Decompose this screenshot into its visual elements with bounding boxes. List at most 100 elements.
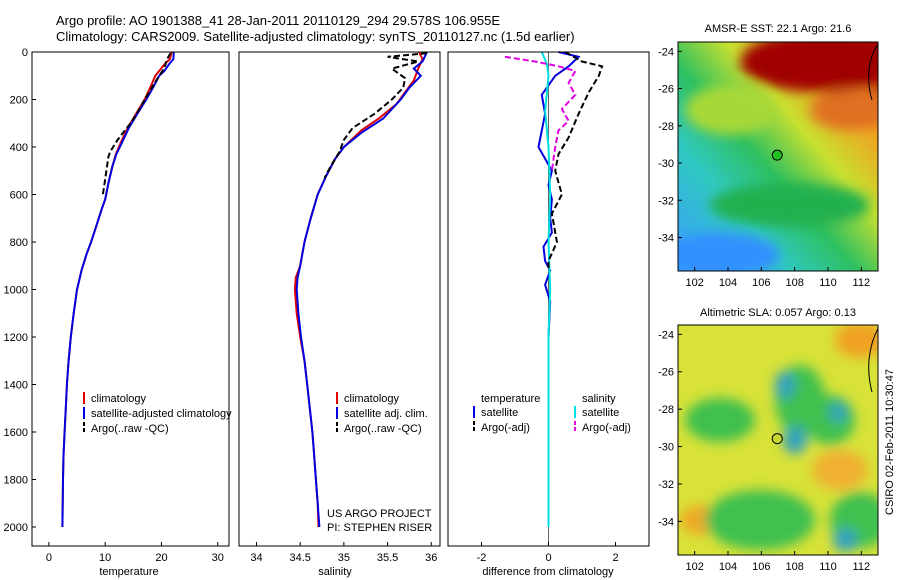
x-tick-label: 34.5 xyxy=(289,552,310,564)
lon-tick-label: 102 xyxy=(685,277,703,289)
y-tick-label: 200 xyxy=(10,95,28,107)
salinity-series-1-line xyxy=(295,51,428,528)
x-tick-label: -2 xyxy=(477,552,487,564)
legend-label-sal-argo: Argo(-adj) xyxy=(582,422,631,434)
sst-map-panel: AMSR-E SST: 22.1 Argo: 21.6 102 104 106 108… xyxy=(658,23,879,289)
sla-eddy-core xyxy=(829,402,847,422)
salinity-series-2-line xyxy=(323,52,427,179)
legend-label-sal-satellite: satellite xyxy=(582,407,619,419)
salinity-axes-frame xyxy=(238,51,441,547)
lon-tick-label: 112 xyxy=(853,561,871,573)
difference-series-3-line xyxy=(504,55,577,171)
sla-orange-patch xyxy=(835,325,878,358)
legend-label-climatology: climatology xyxy=(91,393,147,405)
legend-label-temp-satellite: satellite xyxy=(481,407,518,419)
sla-coastline xyxy=(868,327,878,393)
y-tick-label: 2000 xyxy=(4,522,28,534)
salinity-x-label: salinity xyxy=(318,566,352,578)
side-credit-label: CSIRO 02-Feb-2011 10:30:47 xyxy=(884,369,896,515)
temperature-series-2-line xyxy=(101,52,172,195)
pi-annotation: PI: STEPHEN RISER xyxy=(327,522,432,534)
sla-map-ticks: 102 104 106 108 110 112 -24 -26 -28 -30 -32 -34 xyxy=(658,329,870,573)
sla-orange-patch xyxy=(812,450,868,490)
figure-title-line2: Climatology: CARS2009. Satellite-adjuste… xyxy=(56,29,575,44)
temperature-x-label: temperature xyxy=(99,566,158,578)
lon-tick-label: 104 xyxy=(719,561,737,573)
difference-x-label: difference from climatology xyxy=(482,566,614,578)
sst-green-band xyxy=(710,183,870,227)
y-tick-label: 800 xyxy=(10,237,28,249)
y-tick-label: 1200 xyxy=(4,332,28,344)
lat-tick-label: -30 xyxy=(658,442,674,454)
sst-blobs xyxy=(678,42,878,271)
legend-heading-salinity: salinity xyxy=(582,393,616,405)
x-tick-label: 35.5 xyxy=(377,552,398,564)
lat-tick-label: -32 xyxy=(658,195,674,207)
sla-map-title: Altimetric SLA: 0.057 Argo: 0.13 xyxy=(700,307,856,319)
lat-tick-label: -28 xyxy=(658,404,674,416)
sst-coastline xyxy=(868,43,878,101)
y-tick-label: 400 xyxy=(10,142,28,154)
difference-series-2-line xyxy=(547,51,604,271)
difference-series-layer xyxy=(504,51,604,546)
sst-orange-patch xyxy=(810,90,878,130)
sla-map-panel: Altimetric SLA: 0.057 Argo: 0.13 102 104 1… xyxy=(658,307,879,573)
legend-label-argo: Argo(..raw -QC) xyxy=(344,423,422,435)
legend-label-temp-argo: Argo(-adj) xyxy=(481,422,530,434)
lat-tick-label: -34 xyxy=(658,232,674,244)
sla-eddy-core xyxy=(775,371,795,399)
lon-tick-label: 106 xyxy=(752,561,770,573)
lon-tick-label: 110 xyxy=(819,561,837,573)
lon-tick-label: 108 xyxy=(785,277,803,289)
sla-blobs xyxy=(680,325,878,552)
legend-label-satellite-adj: satellite adj. clim. xyxy=(344,408,428,420)
sst-yellow-patch xyxy=(685,85,775,135)
sla-eddy-core xyxy=(833,528,857,552)
legend-heading-temperature: temperature xyxy=(481,393,540,405)
salinity-ticks: 34 34.5 35 35.5 36 xyxy=(250,542,437,564)
sst-map-title: AMSR-E SST: 22.1 Argo: 21.6 xyxy=(705,23,852,35)
lon-tick-label: 110 xyxy=(819,277,837,289)
sst-argo-marker xyxy=(771,149,783,161)
temperature-ticks: 0 10 20 30 0 200 400 600 800 1000 1200 1400 1600 1800… xyxy=(4,47,224,564)
legend-label-climatology: climatology xyxy=(344,393,400,405)
x-tick-label: 2 xyxy=(612,552,618,564)
figure-title-line1: Argo profile: AO 1901388_41 28-Jan-2011 … xyxy=(56,13,500,28)
sla-green-patch xyxy=(705,490,815,550)
difference-series-1-line xyxy=(540,51,552,527)
x-tick-label: 0 xyxy=(545,552,551,564)
temperature-series-layer xyxy=(61,51,175,528)
sla-field xyxy=(678,325,878,555)
x-tick-label: 35 xyxy=(338,552,350,564)
project-annotation: US ARGO PROJECT xyxy=(327,508,432,520)
temperature-axes-frame xyxy=(31,51,230,547)
lon-tick-label: 112 xyxy=(853,277,871,289)
sst-map-frame xyxy=(677,41,879,272)
sla-argo-marker xyxy=(771,433,783,445)
salinity-panel: 34 34.5 35 35.5 36 salinity climatology sate… xyxy=(238,51,441,578)
x-tick-label: 10 xyxy=(99,552,111,564)
lon-tick-label: 104 xyxy=(719,277,737,289)
sla-map-frame xyxy=(677,324,879,556)
y-tick-label: 0 xyxy=(22,47,28,59)
lon-tick-label: 106 xyxy=(752,277,770,289)
difference-panel: -2 0 2 difference from climatology tempera… xyxy=(447,51,650,578)
temperature-series-1-line xyxy=(61,51,175,528)
x-tick-label: 30 xyxy=(212,552,224,564)
lat-tick-label: -32 xyxy=(658,479,674,491)
temperature-legend: climatology satellite-adjusted climatolo… xyxy=(83,392,232,435)
difference-legend: temperature salinity satellite satellite… xyxy=(473,393,631,434)
sla-eddy-core xyxy=(783,426,807,454)
y-tick-label: 1600 xyxy=(4,427,28,439)
lon-tick-label: 102 xyxy=(685,561,703,573)
sst-cool-patch xyxy=(678,233,780,271)
y-tick-label: 600 xyxy=(10,190,28,202)
x-tick-label: 0 xyxy=(46,552,52,564)
sla-green-patch xyxy=(805,395,855,445)
lat-tick-label: -30 xyxy=(658,158,674,170)
salinity-legend: climatology satellite adj. clim. Argo(..… xyxy=(336,392,428,435)
sst-map-ticks: 102 104 106 108 110 112 -24 -26 -28 -30 -32 -34 xyxy=(658,46,870,289)
y-tick-label: 1400 xyxy=(4,380,28,392)
legend-label-argo: Argo(..raw -QC) xyxy=(91,423,169,435)
